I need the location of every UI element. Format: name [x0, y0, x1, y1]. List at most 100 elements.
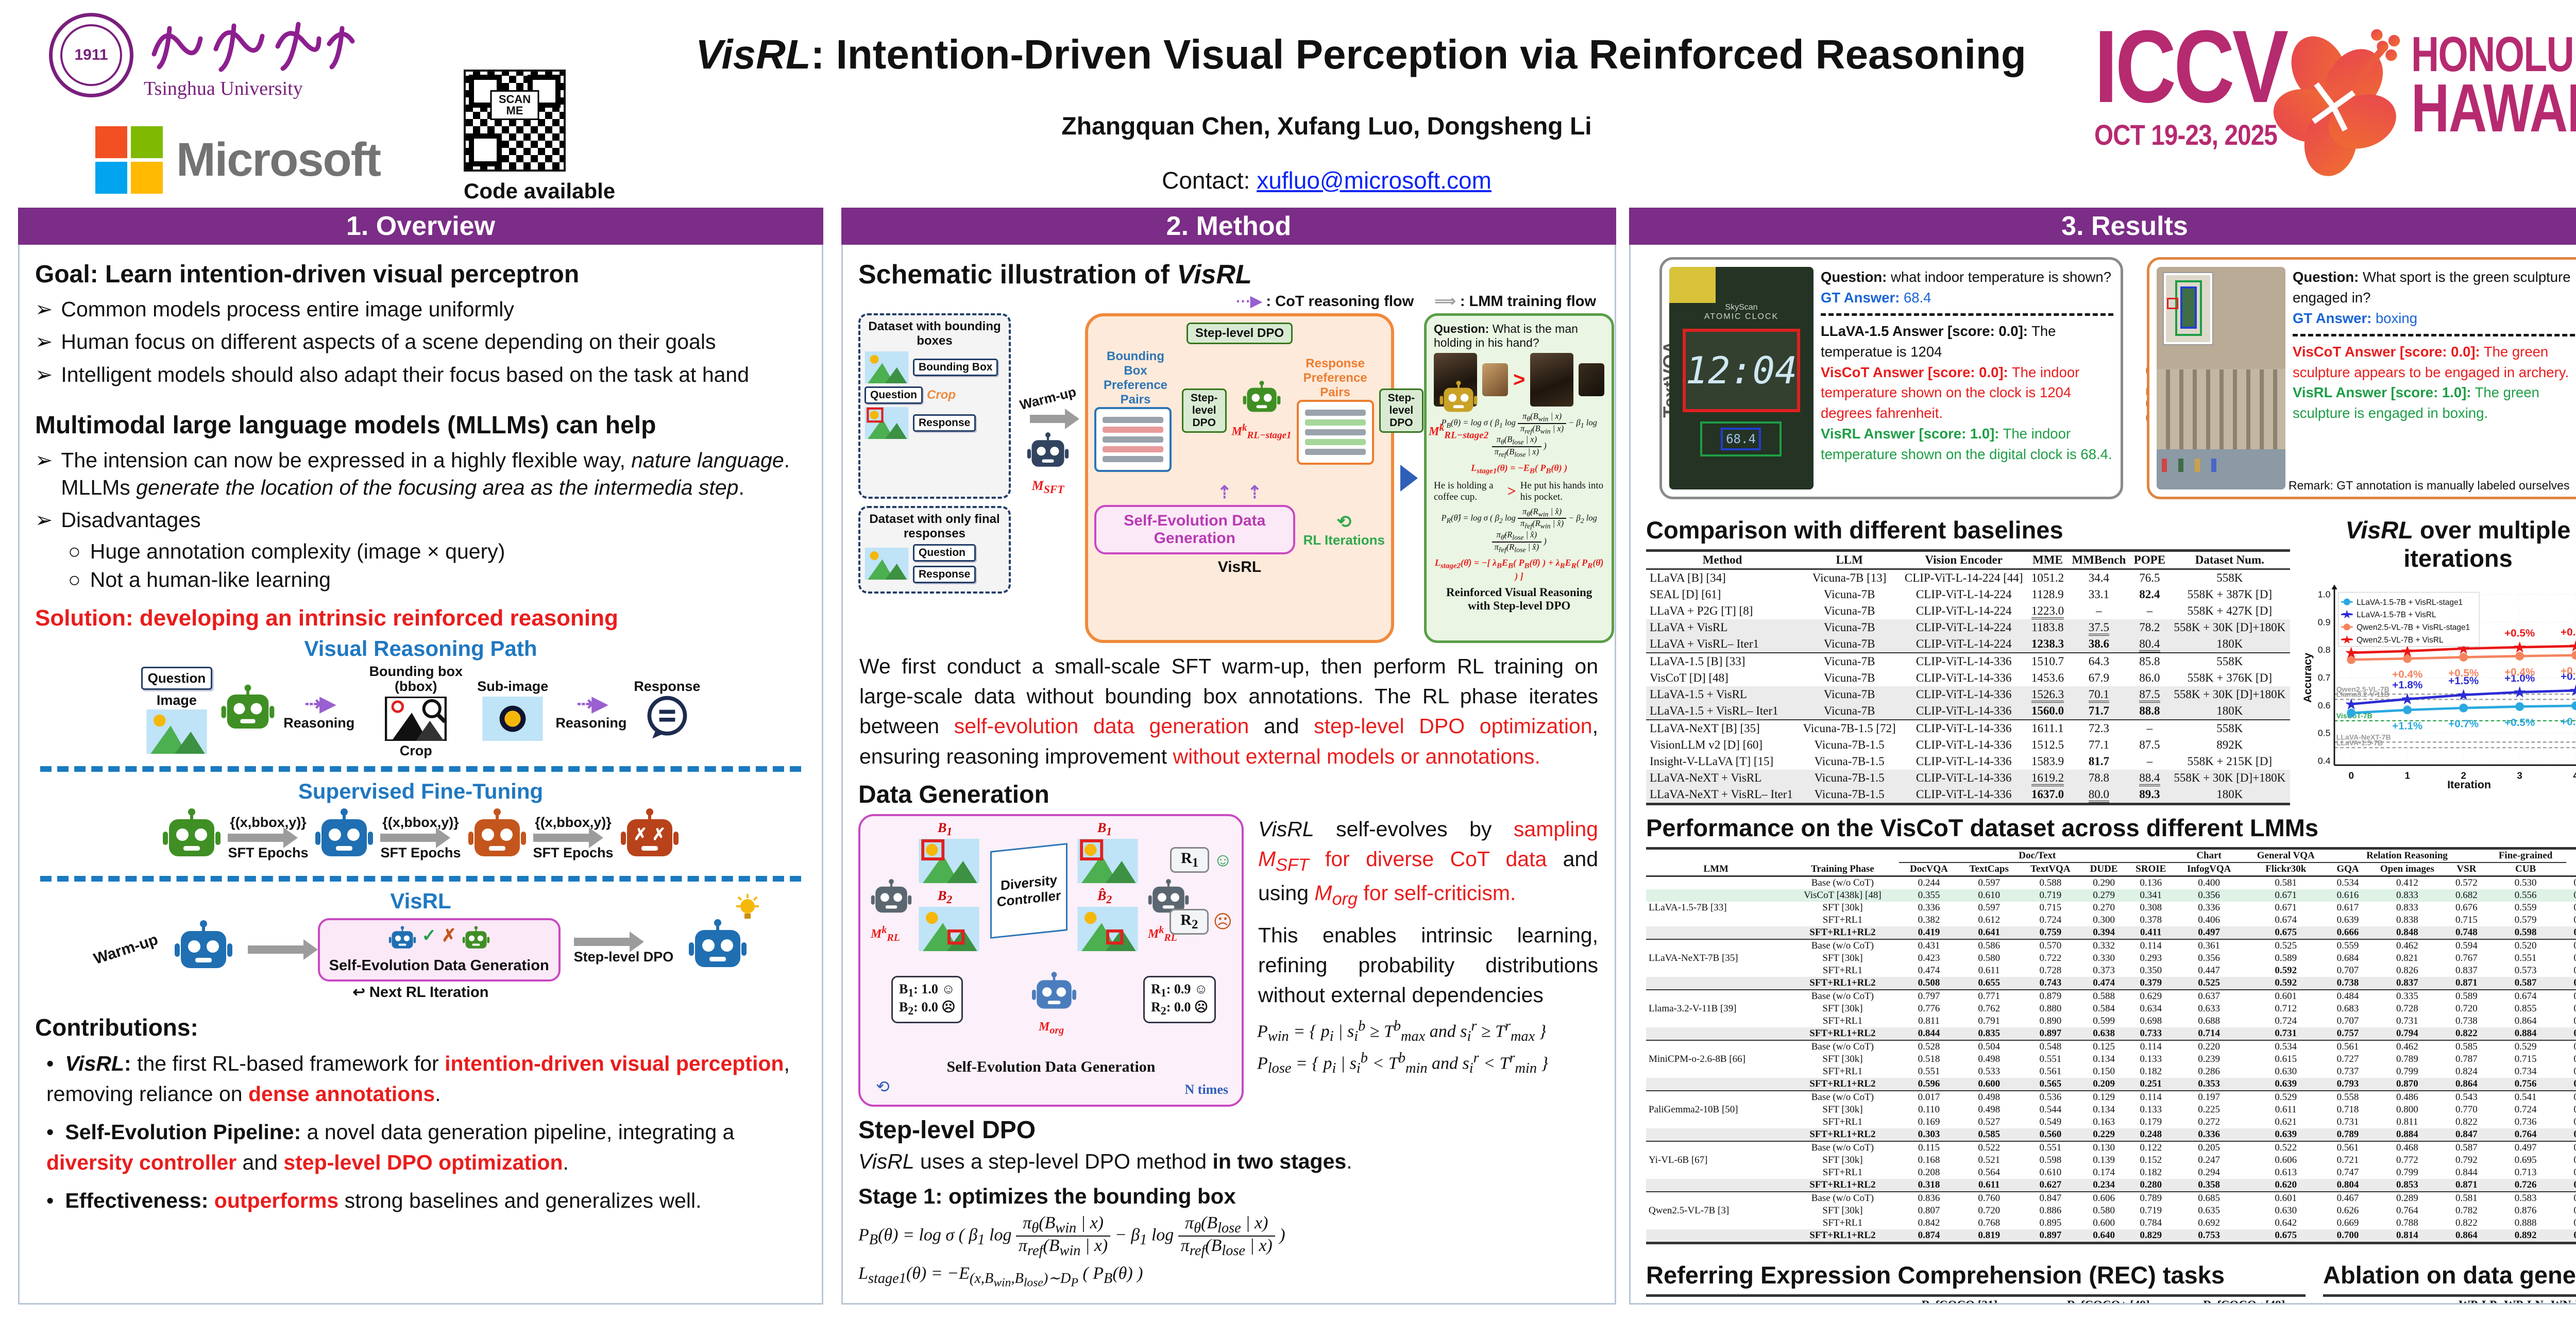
table-cell: 0.389 [2566, 1141, 2576, 1154]
r2-box: R2 [1170, 908, 1209, 935]
svg-text:+0.5%: +0.5% [2504, 627, 2535, 639]
table-cell: SFT [30k] [1822, 902, 1863, 913]
table-cell [1646, 1229, 1786, 1243]
table-cell: 0.789 [2140, 1193, 2162, 1204]
table-cell: Base (w/o CoT) [1811, 1041, 1874, 1052]
table-cell: Base (w/o CoT) [1811, 877, 1874, 888]
table-cell: 0.720 [1978, 1205, 2001, 1216]
table-cell: 0.279 [2081, 889, 2127, 902]
table-cell: 0.332 [2093, 940, 2115, 951]
cot-up-arrow-icon: ⇡ [1247, 483, 1262, 502]
table-cell: 0.353 [2175, 1078, 2243, 1091]
case-viscot-answer: VisCoT Answer [score: 0.0]: The indoor t… [1821, 364, 2080, 421]
qr-scan-label: SCAN ME [490, 90, 539, 120]
disadvantage-item: ○ Not a human-like learning [68, 567, 331, 591]
svg-text:+0.3%: +0.3% [2561, 716, 2576, 728]
table-cell: 0.897 [2019, 1027, 2081, 1041]
table-cell: Fine-grained [2485, 848, 2566, 863]
table-cell: 82.4 [2139, 588, 2160, 601]
table-cell: 0.558 [2336, 1092, 2359, 1103]
table-cell: InfogVQA [2175, 863, 2243, 877]
table-cell: 0.355 [1899, 889, 1959, 902]
table-cell: Vicuna-7B [1823, 588, 1875, 601]
table-cell: 0.638 [2081, 1027, 2127, 1041]
table-cell: 0.548 [2039, 1041, 2062, 1052]
contribution-item: Effectiveness: outperforms strong baseli… [46, 1186, 806, 1216]
contact-email-link[interactable]: xufluo@microsoft.com [1257, 167, 1492, 194]
table-cell: 78.2 [2130, 619, 2170, 636]
table-cell: 0.601 [2275, 1193, 2297, 1204]
table-cell: CLIP-ViT-L-14-224 [1900, 636, 2028, 653]
table-cell: 0.800 [2396, 1104, 2418, 1115]
table-cell: SFT+RL1 [1822, 1117, 1863, 1127]
svg-text:Iteration: Iteration [2447, 778, 2491, 791]
reasoning-label: Reasoning [283, 715, 355, 731]
table-cell [1646, 1015, 1786, 1027]
robot-icon [462, 925, 490, 954]
response-pref-card [1296, 400, 1374, 465]
table-cell: 0.799 [2396, 1066, 2418, 1077]
rec-table: RefCOCO [31]RefCOCO+ [49]RefCOCOg [49]Me… [1646, 1294, 2306, 1303]
table-cell: 0.497 [2514, 1142, 2537, 1153]
table-cell: 0.130 [2093, 1142, 2115, 1153]
table-cell [1646, 939, 1786, 952]
rl-model-robot-icon [870, 878, 913, 921]
table-cell: 0.341 [2126, 889, 2176, 902]
svg-text:+0.6%: +0.6% [2561, 671, 2576, 683]
table-cell: 0.610 [1958, 889, 2020, 902]
table-cell: 0.600 [2093, 1217, 2115, 1228]
table-cell: 0.382 [1918, 915, 1940, 925]
table-cell: 0.411 [2126, 926, 2176, 940]
table-cell: 0.110 [1918, 1104, 1940, 1115]
table-cell: 0.133 [2140, 1054, 2162, 1064]
microsoft-logo: Microsoft [95, 126, 381, 194]
dataset-responses-box: Dataset with only final responses Questi… [858, 506, 1011, 594]
poster-title: VisRL: Intention-Driven Visual Perceptio… [696, 31, 2026, 77]
table-cell: 0.163 [2093, 1117, 2115, 1127]
table-cell: Vicuna-7B [1823, 604, 1875, 617]
table-cell: 0.114 [2140, 1041, 2162, 1052]
table-cell: 0.837 [2366, 977, 2448, 990]
contributions-list: VisRL: the first RL-based framework for … [35, 1049, 806, 1216]
table-cell: – [2096, 604, 2102, 617]
ablation-table: WP-LPWP-LNWN-LPWN-LNData Num.w GPT-4o-20… [2323, 1294, 2576, 1303]
svg-text:★: ★ [2456, 687, 2470, 704]
lstage2-formula: Lstage2(θ̂) = −[ λBEB( PB(θ̂) ) + λRER( … [1434, 557, 1604, 582]
table-cell: 558K [2216, 655, 2243, 668]
flow-arrow-icon [573, 931, 644, 952]
dashed-divider [1821, 313, 2113, 316]
table-cell: SFT+RL1 [1822, 1167, 1863, 1178]
table-cell: 0.727 [2336, 1054, 2359, 1064]
step-dpo-title: Step-level DPO [858, 1116, 1036, 1144]
table-cell: 0.179 [2140, 1117, 2162, 1127]
table-cell: 0.629 [2140, 991, 2162, 1002]
svg-text:0.4: 0.4 [2318, 756, 2331, 766]
table-cell: 0.720 [2455, 1003, 2478, 1014]
table-cell: SFT [30k] [1822, 1205, 1863, 1216]
table-cell: LLaVA-1.5 + VisRL– Iter1 [1646, 703, 1799, 720]
table-cell: – [2146, 755, 2153, 768]
goal-bullet: ➢ Intelligent models should also adapt th… [35, 361, 806, 388]
table-cell: 0.748 [2448, 926, 2485, 940]
table-cell: 0.682 [2448, 889, 2485, 902]
stage1-robot-icon [1242, 380, 1282, 420]
table-cell: 558K + 427K [D] [2187, 604, 2272, 617]
table-cell: 0.791 [1978, 1016, 2001, 1026]
table-cell: 0.884 [2366, 1128, 2448, 1142]
table-cell: 0.666 [2329, 926, 2367, 940]
table-cell: 0.587 [2485, 977, 2566, 990]
table-cell: 0.133 [2140, 1104, 2162, 1115]
table-cell: 0.596 [1899, 1078, 1959, 1091]
table-cell [1646, 1027, 1786, 1041]
overview-column: 1. Overview Goal: Learn intention-driven… [18, 208, 823, 1305]
code-available-label: Code available [464, 179, 616, 203]
table-cell: 0.586 [1978, 940, 2001, 951]
table-cell: Vicuna-7B [1823, 655, 1875, 668]
table-cell: 0.605 [2566, 926, 2576, 940]
table-cell: 0.152 [2140, 1155, 2162, 1165]
table-cell: 0.685 [2198, 1193, 2220, 1204]
svg-text:+1.8%: +1.8% [2392, 679, 2422, 691]
cross-icon: ✗ [442, 925, 456, 945]
table-cell: 0.713 [2514, 1167, 2537, 1178]
table-cell: 0.733 [2126, 1027, 2176, 1041]
